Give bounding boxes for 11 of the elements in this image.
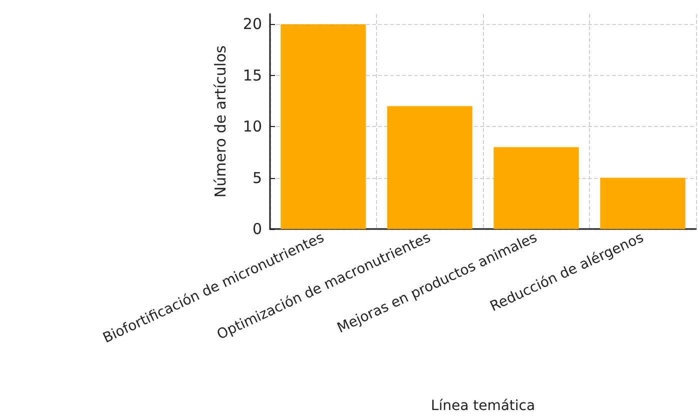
- bar: [494, 147, 579, 229]
- bar: [387, 106, 472, 229]
- y-tick-label: 15: [242, 66, 262, 84]
- x-axis-title: Línea temática: [430, 398, 536, 414]
- bar: [280, 24, 366, 229]
- y-axis-title: Número de artículos: [212, 45, 230, 198]
- y-tick-label: 20: [242, 15, 262, 34]
- y-tick-label: 5: [252, 168, 262, 187]
- y-tick-label: 10: [242, 118, 262, 136]
- bar: [600, 178, 686, 229]
- y-tick-label: 0: [252, 220, 262, 238]
